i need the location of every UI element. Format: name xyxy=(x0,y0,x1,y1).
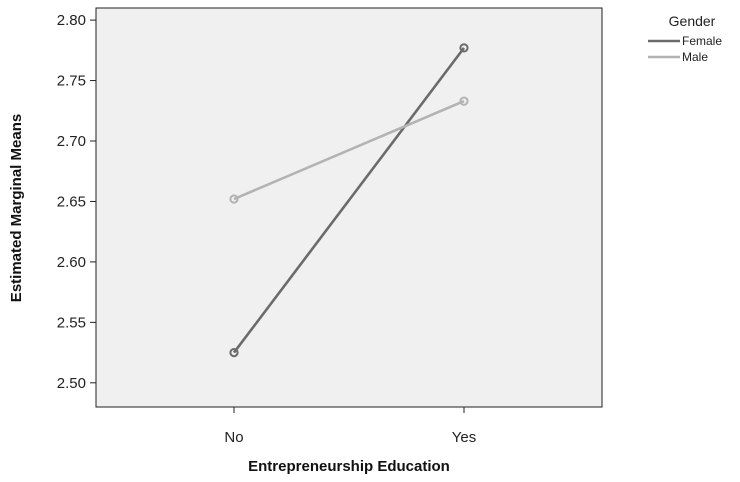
series-line-male xyxy=(233,99,465,201)
legend-label-male: Male xyxy=(682,50,708,64)
series-line-female xyxy=(232,47,466,354)
x-axis: No Yes xyxy=(224,407,476,446)
y-tick-label: 2.60 xyxy=(57,254,86,271)
x-axis-title: Entrepreneurship Education xyxy=(248,458,450,475)
data-point-male-no xyxy=(229,194,239,204)
y-axis-title: Estimated Marginal Means xyxy=(8,114,25,302)
x-tick-label: No xyxy=(224,429,243,446)
data-point-male-yes xyxy=(459,96,469,106)
y-tick-label: 2.50 xyxy=(57,375,86,392)
data-point-female-yes xyxy=(459,43,469,53)
data-point-female-no xyxy=(229,347,239,358)
legend-items: Female Male xyxy=(648,34,722,64)
legend-title: Gender xyxy=(669,13,716,29)
y-tick-label: 2.70 xyxy=(57,133,86,150)
y-tick-label: 2.80 xyxy=(57,12,86,29)
x-tick-label: Yes xyxy=(452,429,476,446)
y-axis: 2.50 2.55 2.60 2.65 2.70 2.75 2.80 xyxy=(57,12,96,392)
y-tick-label: 2.75 xyxy=(57,73,86,90)
y-tick-label: 2.55 xyxy=(57,314,86,331)
legend-label-female: Female xyxy=(682,34,722,48)
plot-area xyxy=(95,7,603,408)
legend: Gender Female Male xyxy=(648,13,722,64)
y-tick-label: 2.65 xyxy=(57,193,86,210)
series-layer xyxy=(229,43,469,358)
